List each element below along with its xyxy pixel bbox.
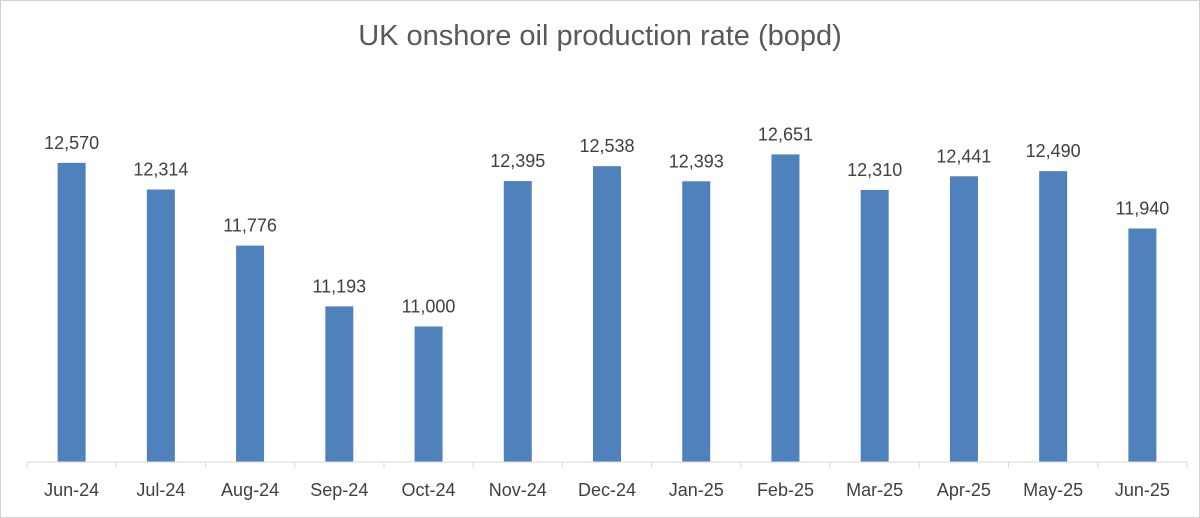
- data-label: 12,395: [490, 151, 545, 171]
- x-tick-label: Dec-24: [578, 480, 636, 500]
- x-tick-label: Nov-24: [489, 480, 547, 500]
- bar-nov-24: [503, 181, 532, 463]
- x-tick-label: Mar-25: [846, 480, 903, 500]
- x-tick-label: May-25: [1023, 480, 1083, 500]
- bar-aug-24: [236, 245, 265, 462]
- x-tick-label: Jun-24: [44, 480, 99, 500]
- bar-apr-25: [949, 176, 978, 462]
- bar-jan-25: [682, 181, 711, 462]
- data-label: 11,193: [312, 276, 366, 296]
- data-label: 11,940: [1116, 198, 1170, 218]
- data-label: 12,310: [847, 160, 902, 180]
- bar-may-25: [1039, 171, 1068, 462]
- x-tick-label: Sep-24: [310, 480, 368, 500]
- x-tick-label: Aug-24: [221, 480, 279, 500]
- bar-jul-24: [146, 189, 175, 462]
- x-tick-label: Jan-25: [669, 480, 724, 500]
- bar-sep-24: [325, 306, 354, 462]
- x-tick-label: Jun-25: [1115, 480, 1170, 500]
- data-label: 12,651: [758, 124, 813, 144]
- x-tick-label: Feb-25: [757, 480, 814, 500]
- x-tick-label: Jul-24: [136, 480, 185, 500]
- data-label: 11,776: [223, 216, 277, 236]
- data-label: 12,441: [936, 146, 991, 166]
- bar-dec-24: [593, 166, 621, 462]
- chart-title: UK onshore oil production rate (bopd): [358, 20, 842, 52]
- bar-jun-25: [1128, 228, 1157, 462]
- x-tick-label: Apr-25: [937, 480, 991, 500]
- data-label: 12,393: [669, 151, 724, 171]
- x-tick-label: Oct-24: [402, 480, 456, 500]
- bar-oct-24: [414, 326, 443, 462]
- data-label: 12,570: [44, 133, 99, 153]
- bar-mar-25: [860, 189, 889, 462]
- data-label: 12,538: [579, 136, 634, 156]
- bar-jun-24: [57, 162, 86, 462]
- data-label: 11,000: [402, 296, 456, 316]
- data-label: 12,490: [1026, 141, 1081, 161]
- bar-feb-25: [771, 154, 800, 462]
- data-label: 12,314: [133, 160, 188, 180]
